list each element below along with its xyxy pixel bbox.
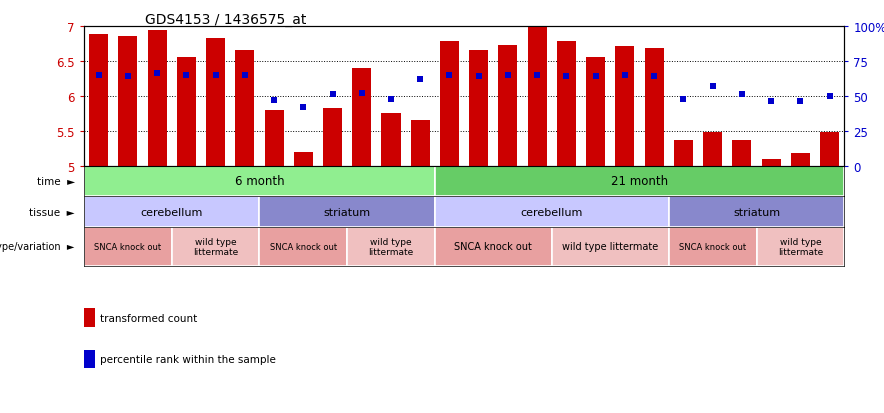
Bar — [235, 51, 255, 166]
Point — [764, 99, 778, 105]
Bar — [440, 42, 459, 166]
Point — [238, 72, 252, 79]
Bar — [674, 140, 693, 166]
Bar — [499, 46, 517, 166]
Bar — [177, 58, 196, 166]
Point — [793, 99, 807, 105]
Bar — [323, 108, 342, 166]
Point — [442, 72, 456, 79]
Point — [822, 93, 836, 100]
Text: SNCA knock out: SNCA knock out — [454, 242, 532, 252]
Point — [676, 96, 690, 102]
Text: 6 month: 6 month — [234, 175, 285, 188]
Point — [589, 74, 603, 80]
Bar — [703, 133, 722, 166]
Point — [150, 71, 164, 78]
Bar — [171, 228, 259, 266]
Point — [530, 72, 545, 79]
Point — [560, 74, 574, 80]
Bar — [791, 154, 810, 166]
Bar — [435, 197, 669, 228]
Bar — [352, 69, 371, 166]
Text: transformed count: transformed count — [100, 313, 197, 323]
Text: SNCA knock out: SNCA knock out — [95, 242, 162, 252]
Bar — [411, 121, 430, 166]
Point — [384, 96, 398, 102]
Text: SNCA knock out: SNCA knock out — [270, 242, 337, 252]
Bar — [259, 228, 347, 266]
Bar — [148, 31, 166, 166]
Text: SNCA knock out: SNCA knock out — [679, 242, 746, 252]
Point — [618, 72, 632, 79]
Bar — [757, 228, 844, 266]
Point — [325, 92, 339, 98]
Bar — [615, 47, 635, 166]
Text: wild type
littermate: wild type littermate — [778, 237, 823, 256]
Bar — [557, 42, 576, 166]
Point — [179, 72, 194, 79]
Text: wild type
littermate: wild type littermate — [369, 237, 414, 256]
Bar — [732, 140, 751, 166]
Bar — [762, 159, 781, 166]
Bar — [84, 228, 171, 266]
Text: striatum: striatum — [733, 207, 780, 217]
Bar — [586, 57, 606, 166]
Bar — [552, 228, 669, 266]
Point — [735, 92, 749, 98]
Bar — [644, 48, 664, 166]
Text: cerebellum: cerebellum — [521, 207, 583, 217]
Text: percentile rank within the sample: percentile rank within the sample — [100, 354, 276, 364]
Bar — [669, 197, 844, 228]
Point — [501, 72, 515, 79]
Text: genotype/variation  ►: genotype/variation ► — [0, 242, 75, 252]
Point — [296, 104, 310, 111]
Point — [267, 97, 281, 104]
Bar — [528, 27, 546, 166]
Text: tissue  ►: tissue ► — [29, 207, 75, 217]
Bar — [264, 110, 284, 166]
Point — [92, 72, 106, 79]
Point — [647, 74, 661, 80]
Bar — [382, 114, 400, 166]
Text: striatum: striatum — [324, 207, 370, 217]
Point — [209, 72, 223, 79]
Point — [472, 74, 486, 80]
Bar — [84, 166, 435, 197]
Point — [121, 74, 135, 80]
Bar — [89, 35, 108, 166]
Bar — [118, 37, 137, 166]
Bar — [469, 51, 488, 166]
Text: cerebellum: cerebellum — [141, 207, 203, 217]
Text: time  ►: time ► — [37, 176, 75, 186]
Bar — [435, 166, 844, 197]
Text: 21 month: 21 month — [611, 175, 668, 188]
Bar — [259, 197, 435, 228]
Bar — [347, 228, 435, 266]
Bar — [435, 228, 552, 266]
Point — [705, 83, 720, 90]
Text: GDS4153 / 1436575_at: GDS4153 / 1436575_at — [145, 13, 306, 27]
Bar — [293, 152, 313, 166]
Bar — [84, 197, 259, 228]
Bar — [669, 228, 757, 266]
Bar — [820, 133, 839, 166]
Text: wild type littermate: wild type littermate — [562, 242, 659, 252]
Point — [354, 90, 369, 97]
Point — [413, 76, 427, 83]
Bar — [206, 39, 225, 166]
Text: wild type
littermate: wild type littermate — [193, 237, 238, 256]
